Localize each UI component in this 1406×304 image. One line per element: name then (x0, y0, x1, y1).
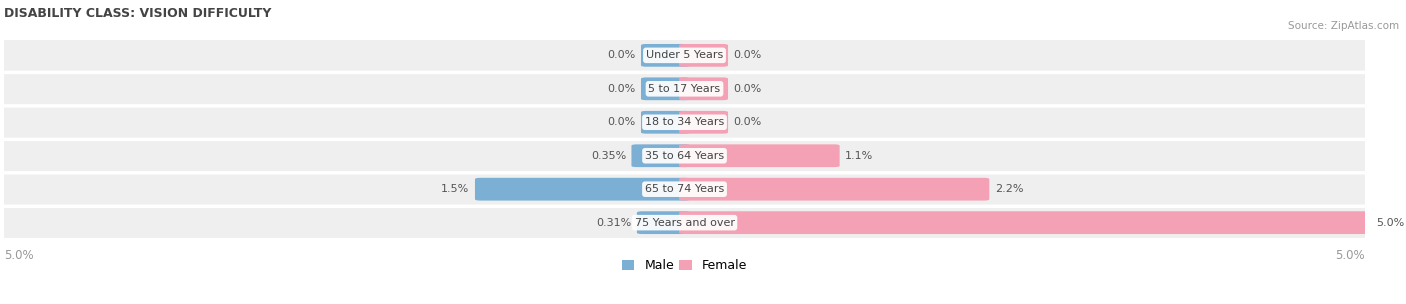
FancyBboxPatch shape (0, 38, 1372, 72)
FancyBboxPatch shape (0, 72, 1372, 106)
Text: 0.35%: 0.35% (591, 151, 626, 161)
FancyBboxPatch shape (0, 206, 1372, 240)
Text: 5.0%: 5.0% (1375, 218, 1405, 228)
Text: 1.1%: 1.1% (845, 151, 873, 161)
Text: 0.0%: 0.0% (607, 117, 636, 127)
Text: 1.5%: 1.5% (441, 184, 470, 194)
FancyBboxPatch shape (475, 178, 690, 201)
Text: 0.0%: 0.0% (734, 50, 762, 60)
Legend: Male, Female: Male, Female (617, 254, 752, 277)
FancyBboxPatch shape (679, 111, 728, 134)
FancyBboxPatch shape (631, 144, 690, 167)
FancyBboxPatch shape (679, 178, 990, 201)
FancyBboxPatch shape (679, 78, 728, 100)
FancyBboxPatch shape (0, 172, 1372, 206)
FancyBboxPatch shape (679, 44, 728, 67)
Text: Source: ZipAtlas.com: Source: ZipAtlas.com (1288, 21, 1399, 31)
Text: DISABILITY CLASS: VISION DIFFICULTY: DISABILITY CLASS: VISION DIFFICULTY (4, 7, 271, 20)
FancyBboxPatch shape (637, 211, 690, 234)
FancyBboxPatch shape (641, 44, 690, 67)
FancyBboxPatch shape (0, 139, 1372, 173)
Text: 65 to 74 Years: 65 to 74 Years (645, 184, 724, 194)
Text: 0.0%: 0.0% (734, 84, 762, 94)
Text: 0.0%: 0.0% (607, 84, 636, 94)
FancyBboxPatch shape (0, 105, 1372, 139)
Text: Under 5 Years: Under 5 Years (645, 50, 723, 60)
Text: 18 to 34 Years: 18 to 34 Years (645, 117, 724, 127)
Text: 2.2%: 2.2% (995, 184, 1024, 194)
Text: 35 to 64 Years: 35 to 64 Years (645, 151, 724, 161)
FancyBboxPatch shape (679, 211, 1371, 234)
FancyBboxPatch shape (641, 78, 690, 100)
Text: 0.0%: 0.0% (607, 50, 636, 60)
Text: 0.0%: 0.0% (734, 117, 762, 127)
Text: 75 Years and over: 75 Years and over (634, 218, 734, 228)
Text: 5 to 17 Years: 5 to 17 Years (648, 84, 721, 94)
FancyBboxPatch shape (641, 111, 690, 134)
Text: 5.0%: 5.0% (4, 249, 34, 262)
Text: 0.31%: 0.31% (596, 218, 631, 228)
Text: 5.0%: 5.0% (1336, 249, 1365, 262)
FancyBboxPatch shape (679, 144, 839, 167)
